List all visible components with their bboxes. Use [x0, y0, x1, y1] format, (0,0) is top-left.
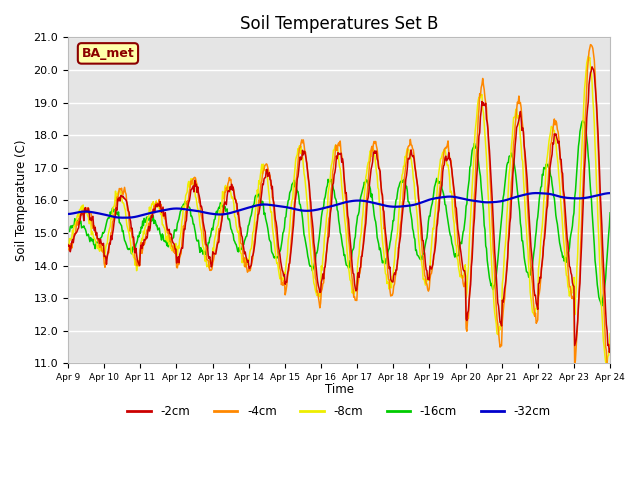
- X-axis label: Time: Time: [324, 384, 353, 396]
- Text: BA_met: BA_met: [81, 47, 134, 60]
- Title: Soil Temperatures Set B: Soil Temperatures Set B: [240, 15, 438, 33]
- Y-axis label: Soil Temperature (C): Soil Temperature (C): [15, 140, 28, 261]
- Legend: -2cm, -4cm, -8cm, -16cm, -32cm: -2cm, -4cm, -8cm, -16cm, -32cm: [123, 400, 556, 423]
